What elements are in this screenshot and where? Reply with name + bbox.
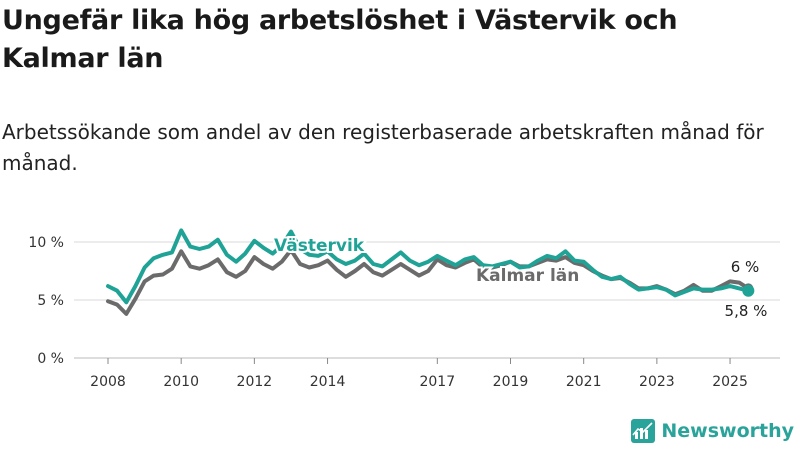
series-lines [106,228,755,316]
y-tick-label: 0 % [37,351,64,367]
y-axis-tick-labels: 0 % 5 % 10 % [28,235,64,367]
series-line-vastervik [106,228,751,305]
y-tick-label: 5 % [37,293,64,309]
newsworthy-logo-icon [631,419,656,443]
end-point-vastervik [742,284,755,297]
chart-subtitle: Arbetssökande som andel av den registerb… [2,120,764,175]
x-tick-label: 2025 [712,374,748,390]
x-tick-label: 2012 [237,374,273,390]
y-tick-label: 10 % [28,235,64,251]
x-axis-ticks: 2008 2010 2012 2014 2017 2019 2021 2023 2025 [90,358,748,390]
end-label-kalmar-lan: 6 % [731,258,760,276]
x-tick-label: 2008 [90,374,126,390]
end-label-vastervik: 5,8 % [725,302,768,320]
x-tick-label: 2023 [639,374,675,390]
x-tick-label: 2017 [419,374,455,390]
chart-title: Ungefär lika hög arbetslöshet i Västervi… [2,5,678,74]
x-tick-label: 2014 [310,374,346,390]
gridlines [74,241,780,359]
series-label-kalmar-lan: Kalmar län [476,266,579,286]
series-label-vastervik: Västervik [274,236,365,256]
x-tick-label: 2021 [566,374,602,390]
brand-name: Newsworthy [661,420,794,442]
newsworthy-brand: Newsworthy [631,419,794,443]
series-labels: Västervik Kalmar län 6 % 5,8 % [272,234,769,322]
x-tick-label: 2010 [163,374,199,390]
x-tick-label: 2019 [493,374,529,390]
